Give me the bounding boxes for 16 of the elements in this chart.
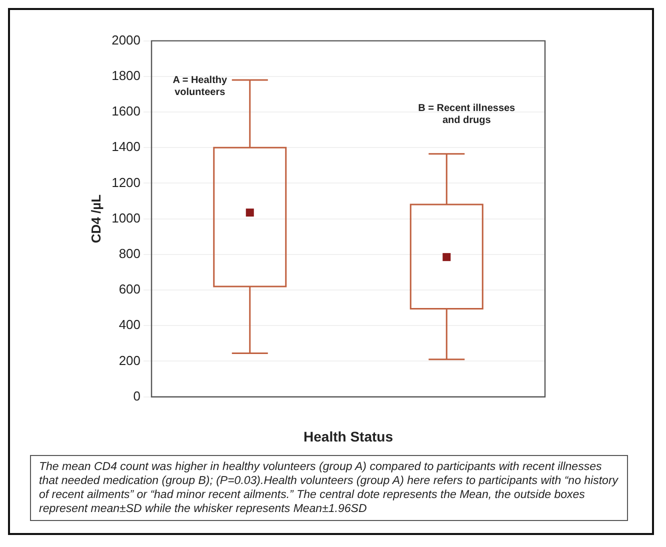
annotation: A = Healthy volunteers <box>172 74 228 98</box>
x-axis-title: Health Status <box>304 428 394 444</box>
y-tick-label: 800 <box>118 246 141 261</box>
y-axis-title: CD4 /µL <box>88 194 104 244</box>
annotation: B = Recent illnesses and drugs <box>418 102 516 126</box>
y-tick-label: 2000 <box>112 32 141 48</box>
text: The mean CD4 count was higher in healthy volunteers (group A) compared to participants with recent illnesses that needed medication (group B); (P=0.03).Health volunteers (group A) here refers to participants with “no history of recent ailments” or “had minor recent ailments.” The central dote represents the Mean, the outside boxes represent mean±SD while the whisker represents Mean±1.96SD <box>30 455 628 521</box>
y-tick-label: 400 <box>118 317 141 332</box>
y-tick-label: 200 <box>118 352 141 368</box>
y-tick-label: 1800 <box>112 68 141 83</box>
y-tick-label: 1200 <box>112 174 141 190</box>
y-tick-label: 0 <box>133 388 141 404</box>
y-tick-label: 600 <box>118 282 141 297</box>
y-tick-label: 1400 <box>112 139 141 154</box>
y-tick-label: 1600 <box>112 104 141 119</box>
y-tick-label: 1000 <box>112 210 141 226</box>
